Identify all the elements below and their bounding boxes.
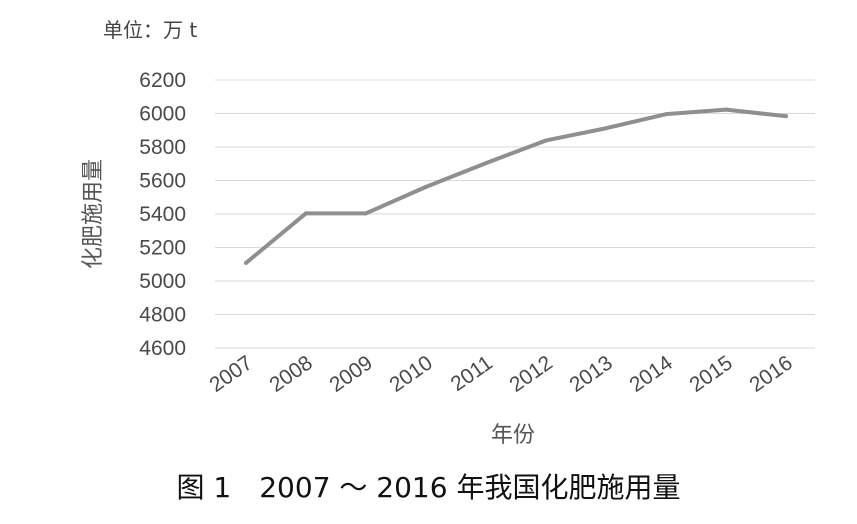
y-tick-label-4600: 4600 — [139, 337, 186, 360]
x-tick-label-2010: 2010 — [385, 351, 436, 397]
y-tick-label-5800: 5800 — [139, 136, 186, 159]
y-axis-title: 化肥施用量 — [81, 159, 106, 269]
y-tick-label-5600: 5600 — [139, 170, 186, 193]
x-tick-label-2016: 2016 — [745, 351, 796, 397]
data-point-2008 — [304, 211, 308, 216]
data-point-2012 — [544, 138, 548, 143]
data-point-2007 — [244, 260, 248, 265]
line-chart: 4600 4800 5000 5200 5400 5600 5800 6000 6200 2007… — [81, 69, 815, 448]
y-tick-label-5400: 5400 — [139, 203, 186, 226]
x-tick-label-2015: 2015 — [685, 351, 736, 397]
x-tick-label-2008: 2008 — [265, 351, 316, 397]
x-tick-label-2009: 2009 — [325, 351, 376, 397]
y-tick-label-5000: 5000 — [139, 270, 186, 293]
data-point-2011 — [484, 161, 488, 166]
data-point-2010 — [424, 184, 428, 189]
x-axis-title: 年份 — [491, 423, 535, 448]
data-point-2015 — [724, 107, 728, 112]
series-line-0 — [244, 107, 788, 265]
figure-caption: 图 1 2007 ～ 2016 年我国化肥施用量 — [176, 471, 681, 504]
data-point-2014 — [664, 112, 668, 117]
x-tick-label-2011: 2011 — [447, 351, 497, 396]
y-tick-label-6200: 6200 — [139, 69, 186, 92]
x-tick-label-2012: 2012 — [505, 351, 556, 397]
x-tick-label-2014: 2014 — [625, 351, 677, 397]
data-point-2013 — [604, 126, 608, 131]
unit-label: 单位：万 t — [103, 18, 198, 42]
data-point-2016 — [784, 114, 788, 119]
x-tick-label-2013: 2013 — [565, 351, 616, 397]
y-tick-label-5200: 5200 — [139, 237, 186, 260]
x-tick-label-2007: 2007 — [205, 351, 256, 397]
data-point-2009 — [364, 211, 368, 216]
y-tick-label-4800: 4800 — [139, 304, 186, 327]
y-tick-label-6000: 6000 — [139, 103, 186, 126]
